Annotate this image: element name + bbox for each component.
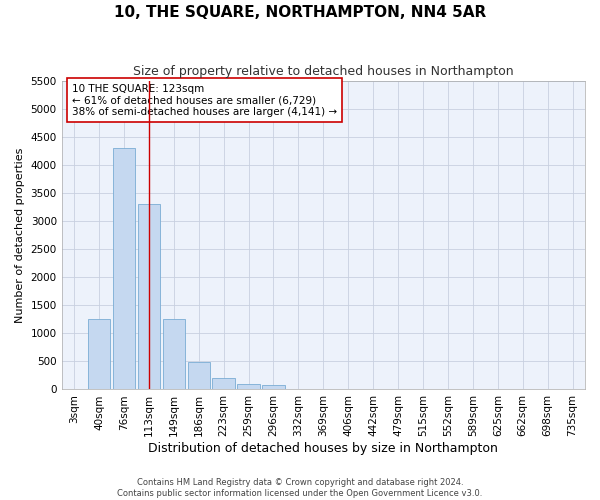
Bar bbox=[262, 385, 285, 390]
Bar bbox=[137, 204, 160, 390]
Bar bbox=[113, 148, 135, 390]
Text: Contains HM Land Registry data © Crown copyright and database right 2024.
Contai: Contains HM Land Registry data © Crown c… bbox=[118, 478, 482, 498]
Bar bbox=[88, 320, 110, 390]
Title: Size of property relative to detached houses in Northampton: Size of property relative to detached ho… bbox=[133, 65, 514, 78]
Bar bbox=[163, 320, 185, 390]
Bar bbox=[238, 384, 260, 390]
Text: 10, THE SQUARE, NORTHAMPTON, NN4 5AR: 10, THE SQUARE, NORTHAMPTON, NN4 5AR bbox=[114, 5, 486, 20]
Text: 10 THE SQUARE: 123sqm
← 61% of detached houses are smaller (6,729)
38% of semi-d: 10 THE SQUARE: 123sqm ← 61% of detached … bbox=[72, 84, 337, 117]
Bar bbox=[188, 362, 210, 390]
X-axis label: Distribution of detached houses by size in Northampton: Distribution of detached houses by size … bbox=[148, 442, 498, 455]
Y-axis label: Number of detached properties: Number of detached properties bbox=[15, 148, 25, 322]
Bar bbox=[212, 378, 235, 390]
